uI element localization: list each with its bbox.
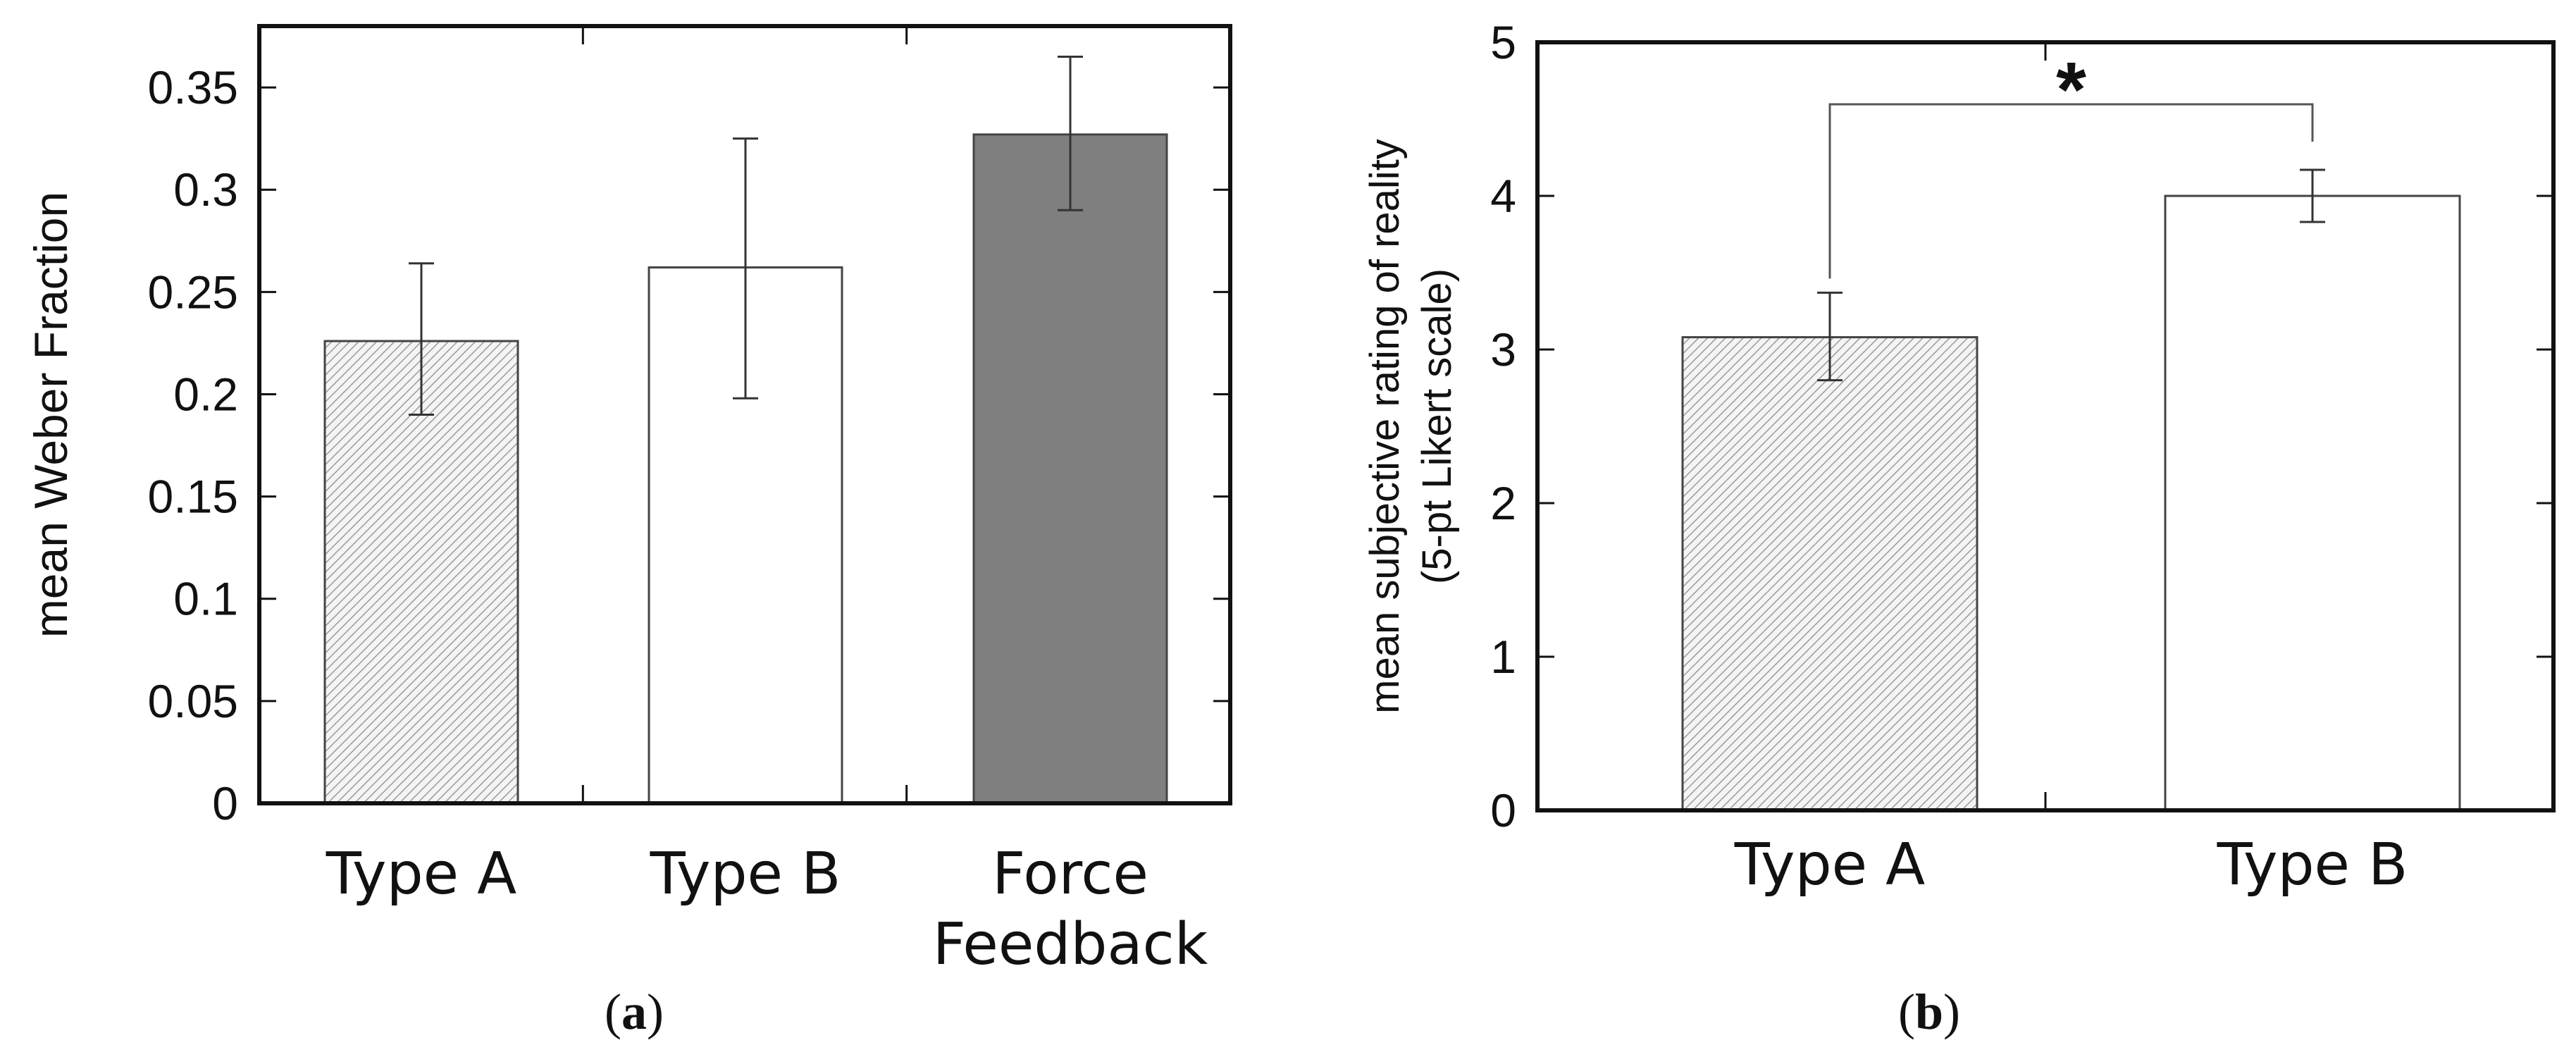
category-label: Type B <box>2217 831 2408 898</box>
y-tick-label: 5 <box>1490 16 1516 68</box>
significance-bracket: * <box>1828 47 2314 279</box>
error-bar-0 <box>409 262 434 416</box>
y-tick-label: 0.35 <box>148 61 238 113</box>
y-tick-label: 0.15 <box>148 471 238 523</box>
category-label-line: Type A <box>326 841 517 908</box>
panel-label-close: ) <box>1943 984 1960 1040</box>
y-tick-label: 0.25 <box>148 266 238 318</box>
panel-label: (b) <box>1898 984 1960 1040</box>
panel-label-open: ( <box>605 984 621 1040</box>
category-label: Type A <box>1734 831 1926 898</box>
error-bar-1 <box>2300 168 2325 223</box>
category-label-line: Type B <box>650 841 841 908</box>
category-label-line: Type A <box>1734 831 1926 898</box>
bar-type-a <box>323 340 519 805</box>
y-tick-label: 0.3 <box>173 163 238 216</box>
panel-label: (a) <box>605 984 664 1040</box>
category-label: Type B <box>650 841 841 908</box>
y-tick-label: 0.1 <box>173 573 238 625</box>
significance-line <box>1828 103 2314 279</box>
y-axis-label: mean subjective rating of reality (5-pt L… <box>1362 139 1460 714</box>
y-tick-label: 0.2 <box>173 368 238 420</box>
panel-label-letter: a <box>621 984 647 1040</box>
y-tick-label: 0 <box>1490 784 1516 836</box>
plot-frame <box>257 24 1232 805</box>
error-bar-1 <box>733 137 758 400</box>
category-label: Type A <box>326 841 517 908</box>
y-tick-label: 0 <box>212 777 238 829</box>
category-label-line: Type B <box>2217 831 2408 898</box>
category-label: Force Feedback <box>933 841 1208 978</box>
y-tick-label: 0.05 <box>148 675 238 727</box>
chart-a: Type A Type B Force Feedback 0 0.05 0.1 0.15 0.2… <box>25 24 1232 1040</box>
panel-label-open: ( <box>1898 984 1915 1040</box>
chart-b: Type A Type B 0 1 2 3 4 5 mean subjective rating… <box>1362 16 2556 1040</box>
error-bar-2 <box>1058 56 1083 211</box>
y-tick-label: 2 <box>1490 477 1516 529</box>
category-label-line: Feedback <box>933 911 1208 978</box>
y-tick-label: 1 <box>1490 631 1516 683</box>
panel-label-close: ) <box>647 984 664 1040</box>
error-bar-0 <box>1817 291 1843 382</box>
y-tick-label: 4 <box>1490 170 1516 222</box>
category-label-line: Force <box>992 841 1148 908</box>
significance-star: * <box>2056 47 2086 133</box>
y-tick-label: 3 <box>1490 323 1516 376</box>
bar-type-a <box>1681 336 1979 812</box>
bar-type-b <box>2164 194 2461 812</box>
y-axis-label-line: (5-pt Likert scale) <box>1414 268 1460 584</box>
y-axis-label-line: mean subjective rating of reality <box>1362 139 1408 714</box>
y-axis-label: mean Weber Fraction <box>25 192 77 638</box>
bar-force-feedback <box>972 133 1168 805</box>
panel-label-letter: b <box>1915 984 1943 1040</box>
